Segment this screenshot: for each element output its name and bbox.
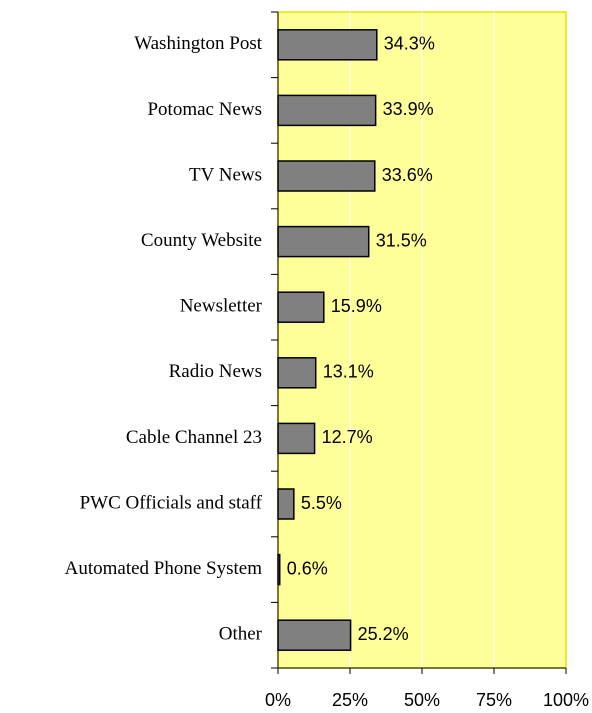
- data-label: 13.1%: [323, 362, 374, 382]
- x-tick-label: 75%: [476, 690, 512, 710]
- x-tick-label: 25%: [332, 690, 368, 710]
- bar: [277, 225, 370, 258]
- bar: [277, 94, 377, 127]
- data-label: 34.3%: [384, 34, 435, 54]
- bar: [277, 29, 378, 61]
- y-tick-label: Cable Channel 23: [126, 427, 262, 448]
- data-label: 0.6%: [287, 558, 328, 578]
- y-tick-label: Washington Post: [134, 33, 263, 54]
- x-tick-label: 100%: [543, 690, 589, 710]
- y-tick-label: PWC Officials and staff: [80, 492, 263, 513]
- y-tick-label: Newsletter: [180, 296, 263, 317]
- y-tick-label: Automated Phone System: [65, 558, 263, 579]
- bar: [277, 619, 352, 651]
- data-label: 33.6%: [382, 165, 433, 185]
- x-tick-label: 50%: [404, 690, 440, 710]
- data-label: 5.5%: [301, 493, 342, 513]
- x-tick-label: 0%: [265, 690, 291, 710]
- bar: [277, 553, 281, 586]
- y-tick-label: Other: [219, 624, 263, 645]
- data-label: 25.2%: [358, 624, 409, 644]
- data-label: 33.9%: [383, 99, 434, 119]
- y-tick-label: TV News: [189, 164, 262, 185]
- y-tick-label: County Website: [141, 230, 262, 251]
- data-label: 31.5%: [376, 230, 427, 250]
- bar: [277, 422, 316, 455]
- y-tick-label: Potomac News: [147, 99, 262, 120]
- data-label: 15.9%: [331, 296, 382, 316]
- bar: [277, 291, 325, 323]
- bar: [277, 488, 295, 520]
- bar: [277, 357, 317, 389]
- bar: [277, 160, 376, 192]
- y-tick-label: Radio News: [169, 361, 262, 382]
- data-label: 12.7%: [322, 427, 373, 447]
